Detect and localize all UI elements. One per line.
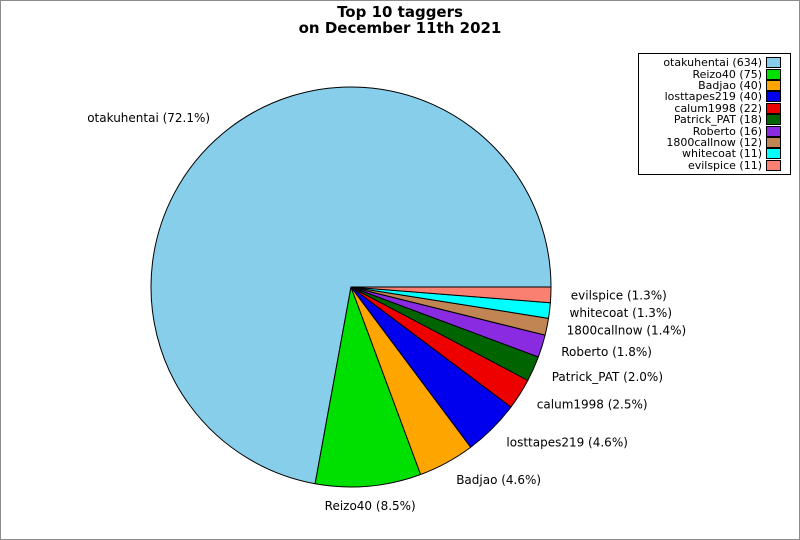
legend-item-calum1998: calum1998 (22) bbox=[643, 101, 781, 115]
legend-item-Patrick_PAT: Patrick_PAT (18) bbox=[643, 113, 781, 127]
legend-item-1800callnow: 1800callnow (12) bbox=[643, 135, 781, 149]
legend-item-Roberto: Roberto (16) bbox=[643, 124, 781, 138]
pie-slice-Reizo40 bbox=[314, 286, 422, 488]
slice-label-1800callnow: 1800callnow (1.4%) bbox=[567, 324, 687, 338]
pie-slice-otakuhentai bbox=[150, 86, 552, 485]
legend-swatch bbox=[766, 114, 781, 126]
legend-swatch bbox=[766, 159, 781, 171]
legend-swatch bbox=[766, 91, 781, 103]
slice-label-Reizo40: Reizo40 (8.5%) bbox=[325, 499, 416, 513]
legend-item-label: losttapes219 (40) bbox=[664, 90, 762, 104]
legend-item-evilspice: evilspice (11) bbox=[643, 158, 781, 172]
legend-swatch bbox=[766, 136, 781, 148]
chart-title-line2: on December 11th 2021 bbox=[298, 19, 502, 37]
legend-item-label: whitecoat (11) bbox=[681, 147, 762, 161]
legend-swatch bbox=[766, 148, 781, 160]
slice-label-Badjao: Badjao (4.6%) bbox=[456, 473, 541, 487]
legend-item-label: 1800callnow (12) bbox=[666, 135, 762, 149]
legend-swatch bbox=[766, 68, 781, 80]
chart-title: Top 10 taggers on December 11th 2021 bbox=[1, 4, 799, 36]
legend-item-label: Reizo40 (75) bbox=[692, 67, 762, 81]
legend-item-label: Patrick_PAT (18) bbox=[673, 113, 762, 127]
legend-item-label: Roberto (16) bbox=[692, 124, 762, 138]
legend-swatch bbox=[766, 57, 781, 69]
legend-item-label: Badjao (40) bbox=[698, 78, 762, 92]
legend-item-Badjao: Badjao (40) bbox=[643, 78, 781, 92]
chart-title-line1: Top 10 taggers bbox=[337, 3, 463, 21]
slice-label-whitecoat: whitecoat (1.3%) bbox=[570, 306, 673, 320]
legend-item-Reizo40: Reizo40 (75) bbox=[643, 67, 781, 81]
slice-label-Roberto: Roberto (1.8%) bbox=[561, 345, 652, 359]
legend-swatch bbox=[766, 79, 781, 91]
slice-label-losttapes219: losttapes219 (4.6%) bbox=[506, 436, 628, 450]
legend-item-label: evilspice (11) bbox=[687, 158, 762, 172]
slice-label-evilspice: evilspice (1.3%) bbox=[571, 289, 667, 303]
legend-item-losttapes219: losttapes219 (40) bbox=[643, 90, 781, 104]
legend-item-label: otakuhentai (634) bbox=[663, 56, 762, 70]
legend-item-whitecoat: whitecoat (11) bbox=[643, 147, 781, 161]
legend-item-otakuhentai: otakuhentai (634) bbox=[643, 56, 781, 70]
slice-label-calum1998: calum1998 (2.5%) bbox=[537, 398, 648, 412]
slice-label-otakuhentai: otakuhentai (72.1%) bbox=[87, 111, 210, 125]
legend: otakuhentai (634) Reizo40 (75) Badjao (40)… bbox=[638, 53, 791, 175]
legend-swatch bbox=[766, 102, 781, 114]
slice-label-Patrick_PAT: Patrick_PAT (2.0%) bbox=[552, 370, 663, 384]
legend-swatch bbox=[766, 125, 781, 137]
legend-item-label: calum1998 (22) bbox=[674, 101, 762, 115]
pie-slice-evilspice bbox=[350, 286, 552, 304]
